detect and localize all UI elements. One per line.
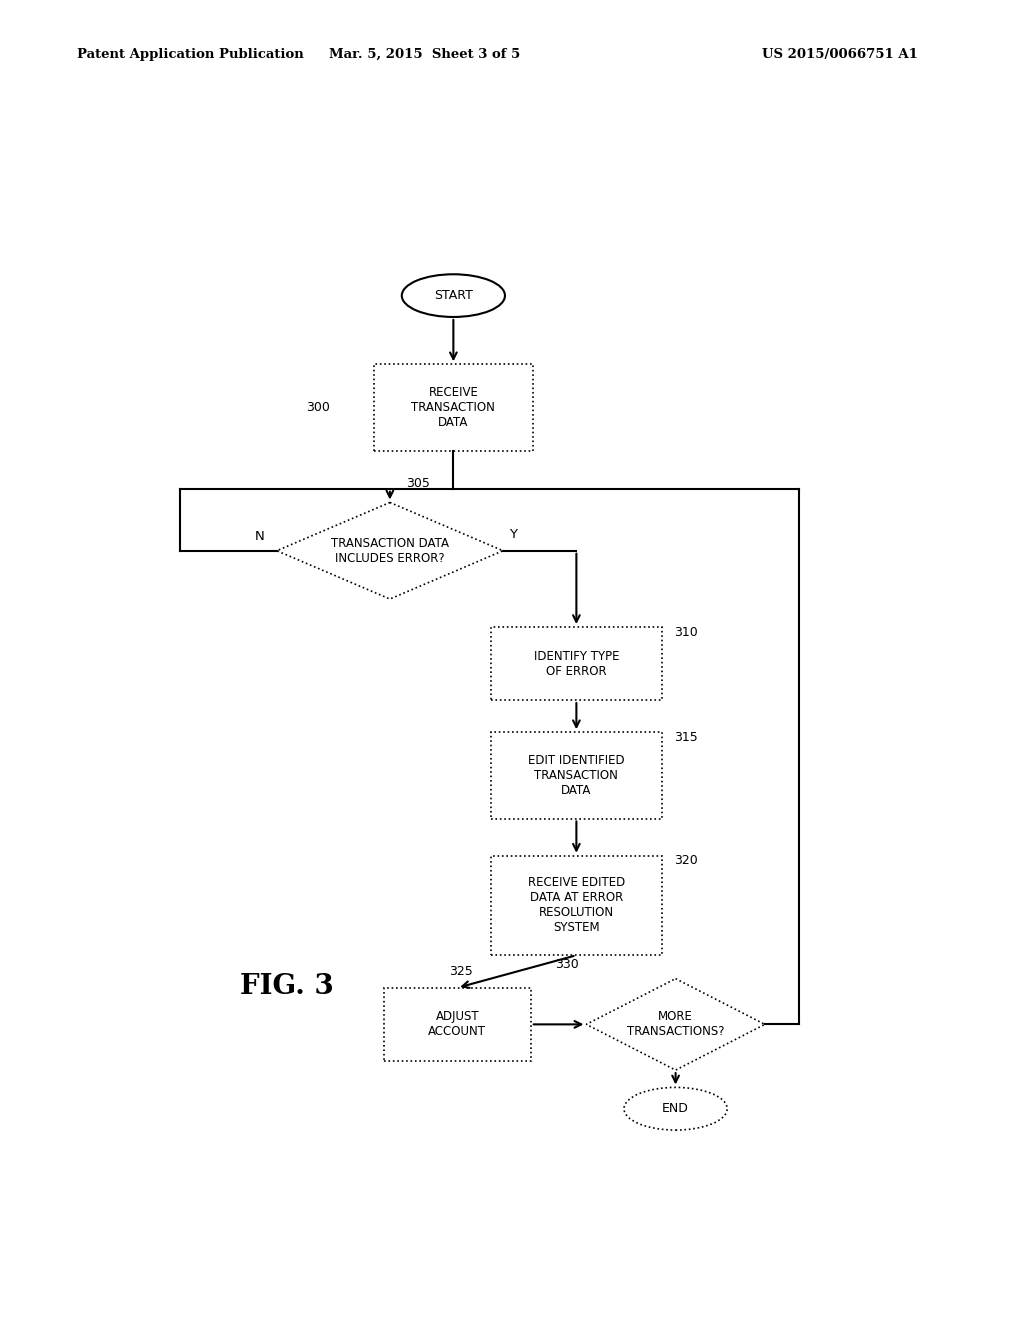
Bar (492, 855, 662, 956)
Bar (492, 733, 662, 818)
Ellipse shape (624, 1088, 727, 1130)
Text: FIG. 3: FIG. 3 (240, 973, 334, 1001)
Polygon shape (587, 978, 765, 1071)
Text: 325: 325 (450, 965, 473, 978)
Bar (492, 627, 662, 700)
Text: MORE
TRANSACTIONS?: MORE TRANSACTIONS? (627, 1010, 724, 1039)
Text: ADJUST
ACCOUNT: ADJUST ACCOUNT (428, 1010, 486, 1039)
Text: 320: 320 (674, 854, 697, 867)
Bar (384, 987, 530, 1061)
Text: 315: 315 (674, 731, 697, 743)
Text: TRANSACTION DATA
INCLUDES ERROR?: TRANSACTION DATA INCLUDES ERROR? (331, 537, 449, 565)
Text: 310: 310 (674, 626, 697, 639)
Text: EDIT IDENTIFIED
TRANSACTION
DATA: EDIT IDENTIFIED TRANSACTION DATA (528, 754, 625, 797)
Text: 300: 300 (306, 401, 331, 414)
Text: IDENTIFY TYPE
OF ERROR: IDENTIFY TYPE OF ERROR (534, 649, 620, 677)
Text: Y: Y (509, 528, 517, 541)
Text: Mar. 5, 2015  Sheet 3 of 5: Mar. 5, 2015 Sheet 3 of 5 (330, 48, 520, 61)
Polygon shape (276, 503, 503, 599)
Text: Patent Application Publication: Patent Application Publication (77, 48, 303, 61)
Text: 305: 305 (406, 478, 430, 490)
Text: RECEIVE
TRANSACTION
DATA: RECEIVE TRANSACTION DATA (412, 385, 496, 429)
Text: US 2015/0066751 A1: US 2015/0066751 A1 (762, 48, 918, 61)
Text: N: N (255, 529, 265, 543)
Ellipse shape (401, 275, 505, 317)
Text: END: END (663, 1102, 689, 1115)
Text: START: START (434, 289, 473, 302)
Text: RECEIVE EDITED
DATA AT ERROR
RESOLUTION
SYSTEM: RECEIVE EDITED DATA AT ERROR RESOLUTION … (527, 876, 625, 935)
Text: 330: 330 (555, 957, 579, 970)
Bar (374, 364, 532, 450)
